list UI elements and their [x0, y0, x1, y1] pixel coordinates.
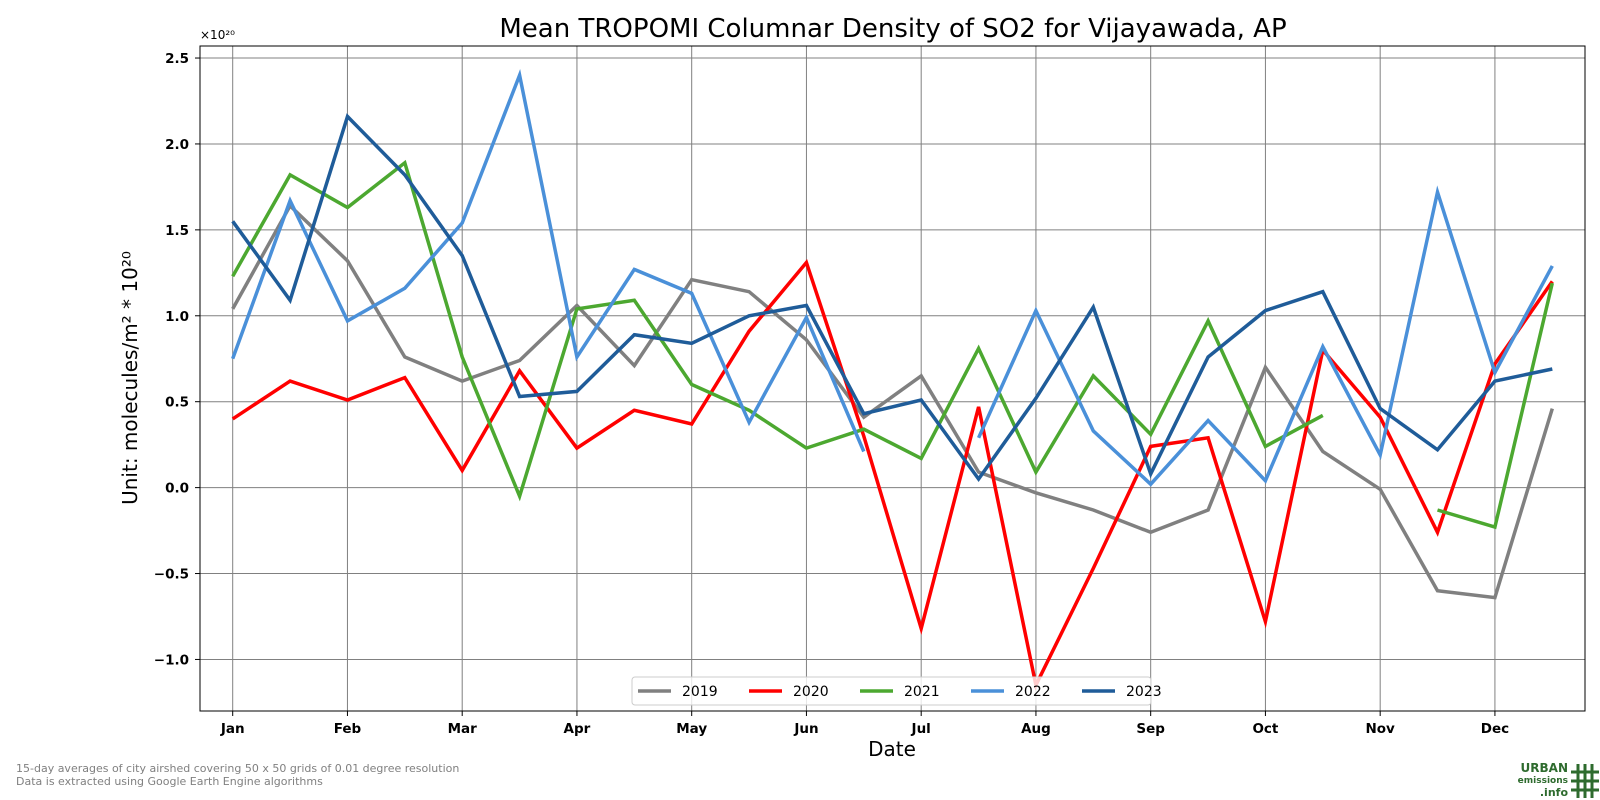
urban-emissions-logo: URBAN emissions .info [1497, 760, 1600, 800]
series-line-2023 [231, 113, 1553, 482]
legend-item-2023: 2023 [1082, 684, 1162, 700]
footnote-line-1: 15-day averages of city airshed covering… [16, 762, 460, 775]
logo-text-info: .info [1539, 786, 1568, 799]
series-line-2022 [231, 69, 866, 453]
series-line-2022 [977, 185, 1554, 487]
x-tick-label: Mar [448, 721, 478, 737]
x-axis-label: Date [868, 737, 916, 761]
y-axis-label: Unit: molecules/m² * 10²⁰ [118, 251, 142, 505]
legend-label: 2023 [1126, 684, 1162, 700]
legend-item-2022: 2022 [971, 684, 1051, 700]
y-tick-label: 0.0 [165, 481, 189, 497]
axis-ticks: Jan Feb Mar Apr May Jun Jul Aug Sep Oct Nov Dec −1.0… [154, 51, 1509, 737]
series-line-2021 [1437, 282, 1555, 530]
y-axis-offset-label: ×10²⁰ [200, 28, 235, 42]
x-tick-label: Aug [1021, 721, 1051, 737]
series-lines [231, 69, 1555, 691]
legend-item-2020: 2020 [749, 684, 829, 700]
y-tick-label: 0.5 [165, 395, 189, 411]
y-tick-label: 1.0 [165, 309, 189, 325]
y-tick-label: 1.5 [165, 223, 189, 239]
legend-item-2021: 2021 [860, 684, 940, 700]
y-tick-label: −0.5 [154, 567, 189, 583]
y-tick-label: −1.0 [154, 652, 189, 668]
x-tick-label: Oct [1252, 721, 1278, 737]
chart-title: Mean TROPOMI Columnar Density of SO2 for… [499, 14, 1286, 44]
x-tick-label: Sep [1136, 721, 1165, 737]
legend: 2019 2020 2021 2022 2023 [631, 676, 1162, 706]
logo-text-emissions: emissions [1517, 776, 1568, 786]
x-tick-label: Jan [220, 721, 245, 737]
series-line-2021 [231, 159, 1324, 502]
legend-label: 2020 [793, 684, 829, 700]
x-tick-label: Nov [1365, 721, 1395, 737]
x-tick-label: Jun [793, 721, 818, 737]
footnote-line-2: Data is extracted using Google Earth Eng… [16, 775, 323, 788]
grid [200, 46, 1585, 711]
y-tick-label: 2.0 [165, 137, 189, 153]
plot-frame [199, 45, 1586, 712]
x-tick-label: Apr [564, 721, 591, 737]
logo-text-urban: URBAN [1520, 761, 1568, 775]
x-tick-label: Jul [911, 721, 931, 737]
legend-label: 2022 [1015, 684, 1051, 700]
legend-label: 2021 [904, 684, 940, 700]
x-tick-label: Feb [334, 721, 362, 737]
x-tick-label: May [676, 721, 707, 737]
x-tick-label: Dec [1481, 721, 1509, 737]
legend-item-2019: 2019 [638, 684, 718, 700]
logo-grid-icon [1571, 764, 1599, 798]
y-tick-label: 2.5 [165, 51, 189, 67]
series-line-2019 [231, 202, 1554, 600]
legend-label: 2019 [682, 684, 718, 700]
